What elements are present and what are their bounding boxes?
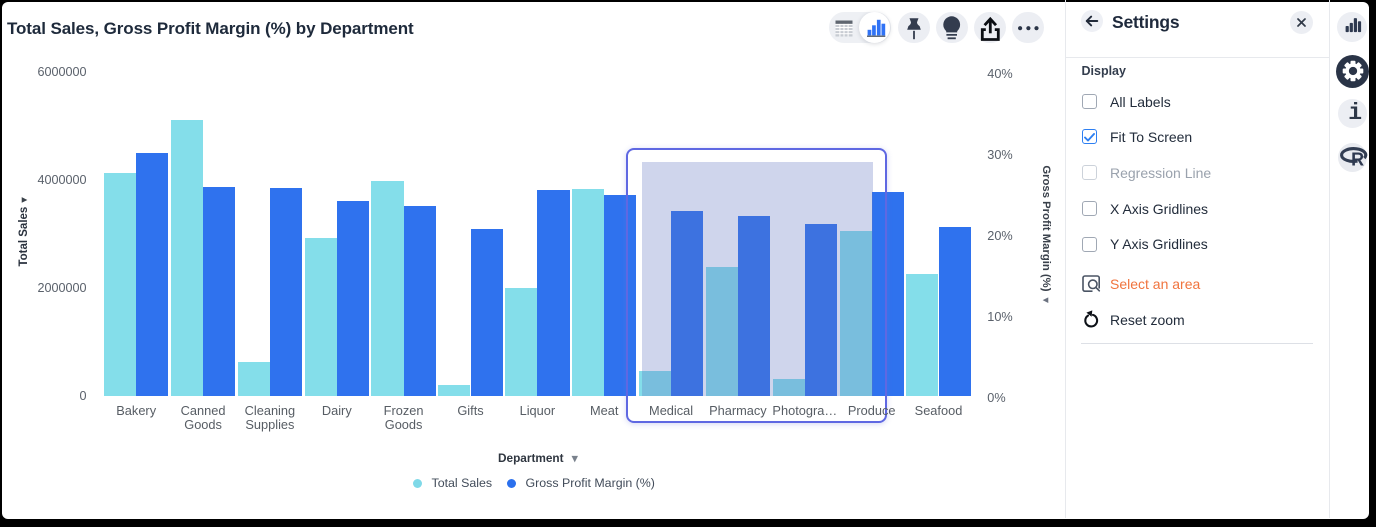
svg-text:R: R [1351,150,1364,170]
